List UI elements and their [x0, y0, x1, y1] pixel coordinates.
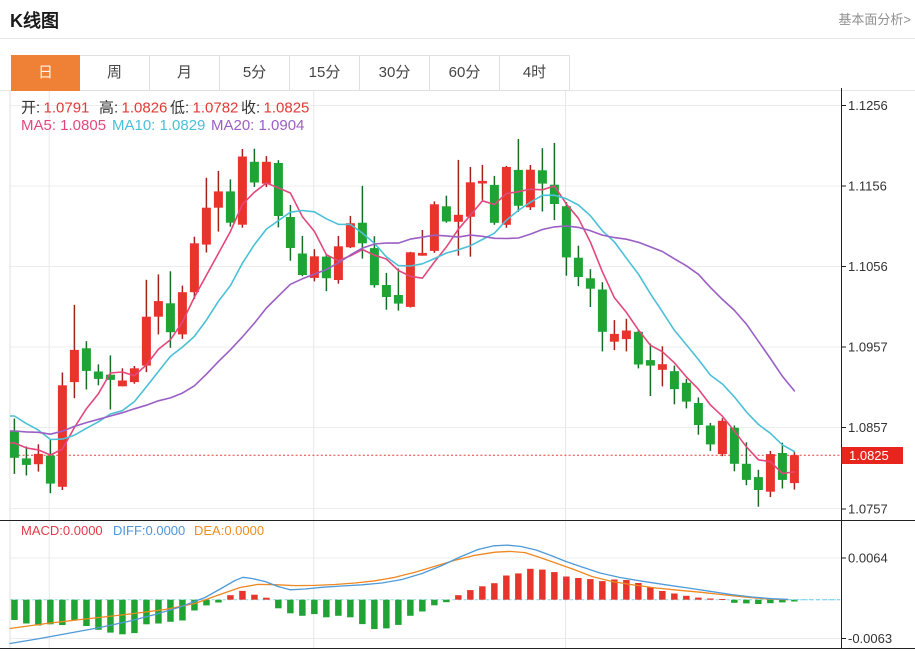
svg-text:1.1156: 1.1156: [848, 179, 887, 194]
svg-text:1.0757: 1.0757: [848, 502, 888, 517]
svg-text:0.0064: 0.0064: [848, 551, 888, 566]
svg-text:1.1256: 1.1256: [848, 98, 888, 113]
svg-text:MA10: 1.0829: MA10: 1.0829: [112, 117, 205, 134]
svg-text:1.0825: 1.0825: [849, 448, 889, 463]
svg-text:-0.0063: -0.0063: [848, 631, 892, 646]
svg-text:MA5: 1.0805: MA5: 1.0805: [21, 117, 106, 134]
svg-text:1.1056: 1.1056: [848, 259, 888, 274]
svg-text:DEA:0.0000: DEA:0.0000: [194, 523, 264, 538]
svg-text:DIFF:0.0000: DIFF:0.0000: [113, 523, 185, 538]
svg-text:1.0957: 1.0957: [848, 340, 888, 355]
svg-text:MA20: 1.0904: MA20: 1.0904: [211, 117, 304, 134]
svg-text:MACD:0.0000: MACD:0.0000: [21, 523, 103, 538]
svg-text:1.0857: 1.0857: [848, 420, 888, 435]
